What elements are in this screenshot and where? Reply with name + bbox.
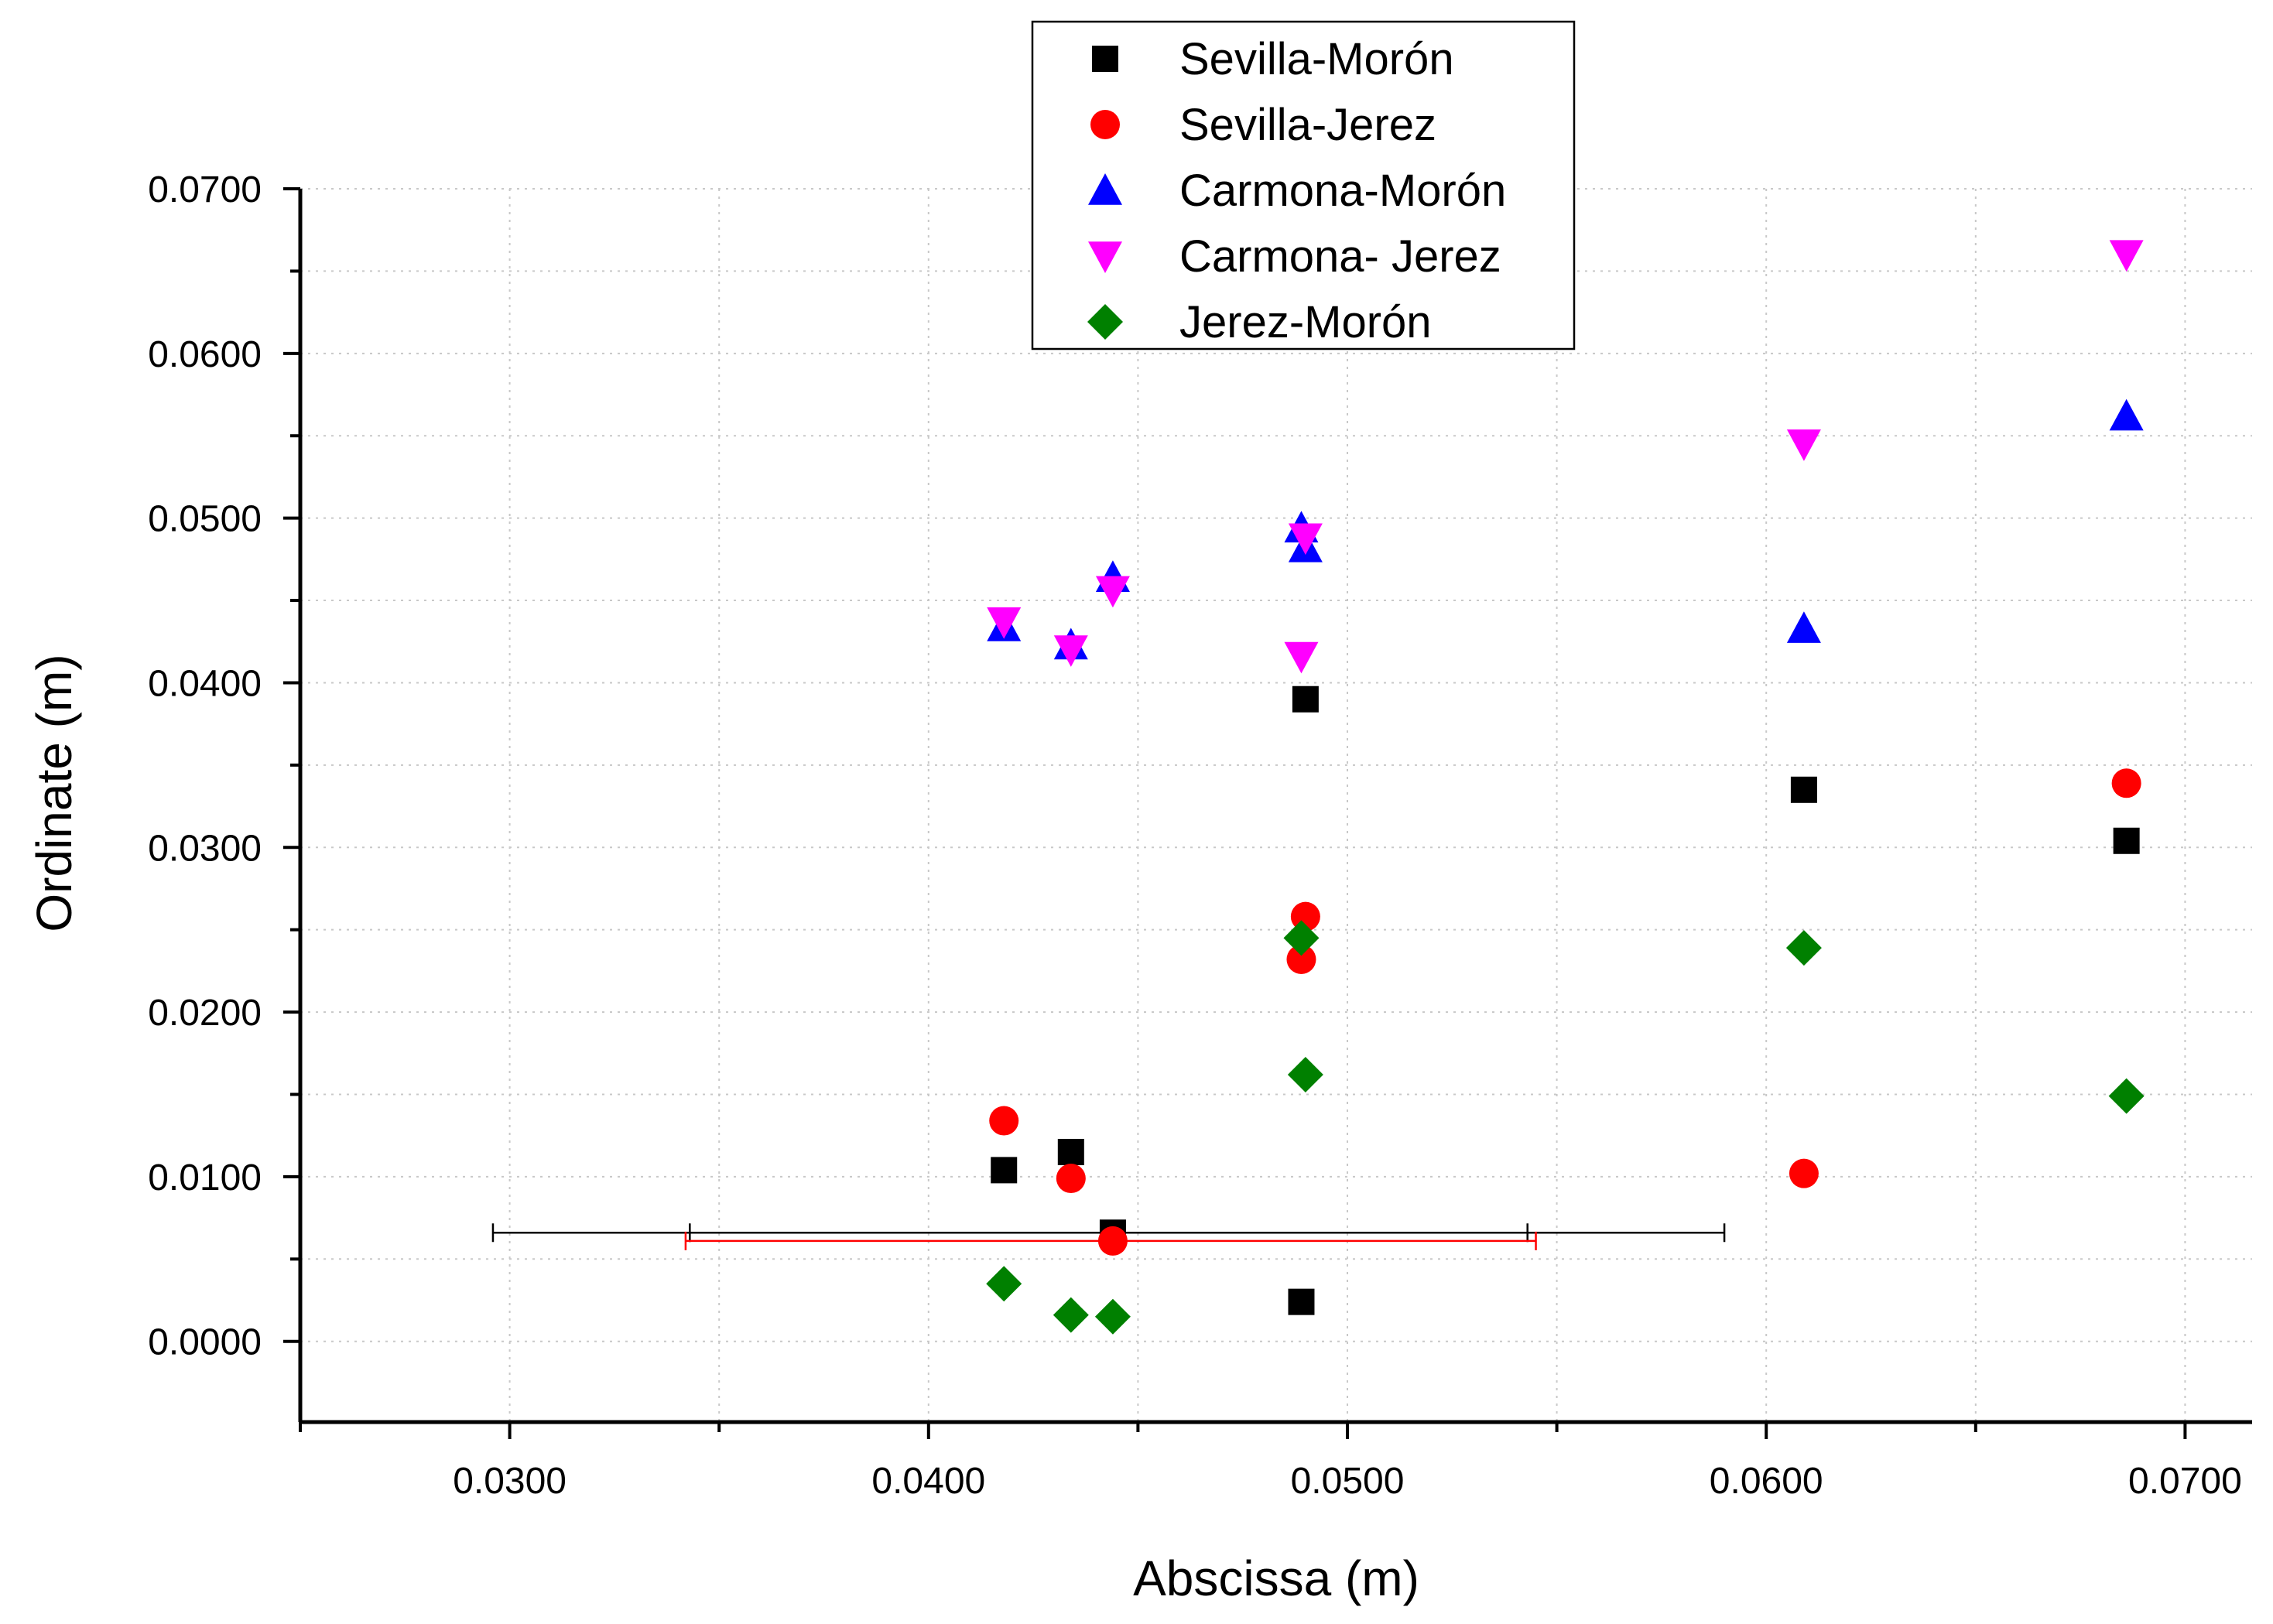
data-point [1095,576,1130,608]
data-point [987,607,1022,639]
data-point [2111,768,2141,798]
data-point [1053,635,1088,667]
y-tick-label: 0.0600 [148,334,262,375]
y-tick-label: 0.0100 [148,1157,262,1198]
y-tick-label: 0.0500 [148,499,262,540]
data-point [1786,429,1821,461]
data-point [1288,1288,1315,1315]
legend-marker [1088,173,1122,205]
data-point [2113,827,2140,854]
data-point [1785,930,1822,966]
x-tick-label: 0.0700 [2128,1461,2242,1502]
data-point [986,1266,1022,1302]
legend-marker [1090,110,1120,139]
y-tick-label: 0.0400 [148,663,262,704]
x-tick-label: 0.0600 [1710,1461,1823,1502]
legend-label: Sevilla-Morón [1179,34,1454,84]
data-point [989,1106,1019,1136]
data-point [1284,641,1319,674]
axis-ticks: 0.0300 0.0400 0.0500 0.0600 0.0700 0.0000 0.01… [148,169,2242,1502]
data-point [1057,1138,1084,1165]
x-axis-title: Abscissa (m) [1133,1550,1419,1606]
data-point [1789,1158,1819,1188]
data-point [1283,920,1320,956]
data-point [1097,1226,1128,1256]
data-point [1786,611,1821,643]
data-point [1288,523,1323,556]
data-point [2109,398,2144,431]
data-point [1094,1298,1131,1335]
y-tick-label: 0.0200 [148,993,262,1034]
data-point [2108,1078,2145,1114]
grid-lines [300,188,2252,1422]
data-point [1790,776,1817,803]
legend-marker [1087,304,1123,340]
y-axis-title: Ordinate (m) [26,654,82,932]
legend-box [1031,20,1576,350]
y-tick-label: 0.0000 [148,1322,262,1363]
x-tick-label: 0.0300 [453,1461,567,1502]
data-point [1292,685,1319,713]
legend-label: Jerez-Morón [1179,297,1432,347]
legend: Sevilla-Morón Sevilla-Jerez Carmona-Morón C… [1031,20,1576,350]
legend-label: Carmona- Jerez [1179,231,1501,282]
legend-label: Carmona-Morón [1179,166,1506,216]
y-tick-label: 0.0300 [148,828,262,869]
axes [298,189,2252,1424]
x-tick-label: 0.0400 [871,1461,985,1502]
data-point [1286,944,1316,974]
y-tick-label: 0.0700 [148,169,262,210]
legend-label: Sevilla-Jerez [1179,100,1436,150]
data-point [1056,1164,1086,1194]
data-point [2109,240,2144,272]
data-point [1053,1297,1089,1333]
data-point [1287,1056,1323,1092]
x-tick-label: 0.0500 [1291,1461,1405,1502]
legend-marker [1092,46,1118,72]
legend-marker [1088,241,1122,273]
data-point [991,1157,1018,1184]
data-points [986,240,2145,1335]
